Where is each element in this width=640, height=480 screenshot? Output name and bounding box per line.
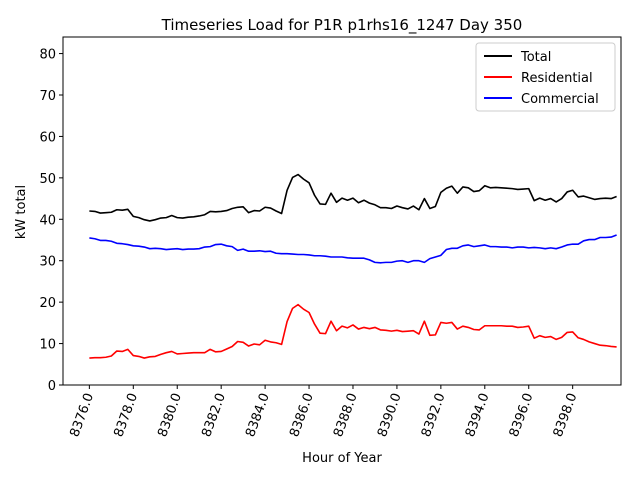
y-tick-label: 80 — [39, 48, 56, 63]
y-tick-label: 40 — [39, 213, 56, 228]
legend-label-residential: Residential — [521, 71, 593, 86]
legend-label-total: Total — [520, 50, 551, 65]
x-axis-title: Hour of Year — [302, 451, 382, 466]
legend-label-commercial: Commercial — [521, 92, 599, 107]
y-tick-label: 70 — [39, 89, 56, 104]
plot-frame — [62, 36, 622, 386]
y-tick-label: 30 — [39, 255, 56, 270]
y-tick-label: 20 — [39, 296, 56, 311]
y-axis-title: kW total — [14, 185, 29, 239]
y-tick-label: 0 — [48, 379, 56, 394]
y-tick-label: 60 — [39, 130, 56, 145]
series-line-commercial — [89, 234, 617, 264]
legend-box — [475, 42, 616, 112]
chart-title: Timeseries Load for P1R p1rhs16_1247 Day… — [161, 16, 523, 35]
series-line-total — [89, 173, 617, 222]
series-layer — [89, 173, 617, 359]
y-tick-label: 50 — [39, 172, 56, 187]
y-tick-label: 10 — [39, 338, 56, 353]
legend: Total Residential Commercial — [475, 42, 616, 112]
series-line-residential — [89, 303, 617, 359]
